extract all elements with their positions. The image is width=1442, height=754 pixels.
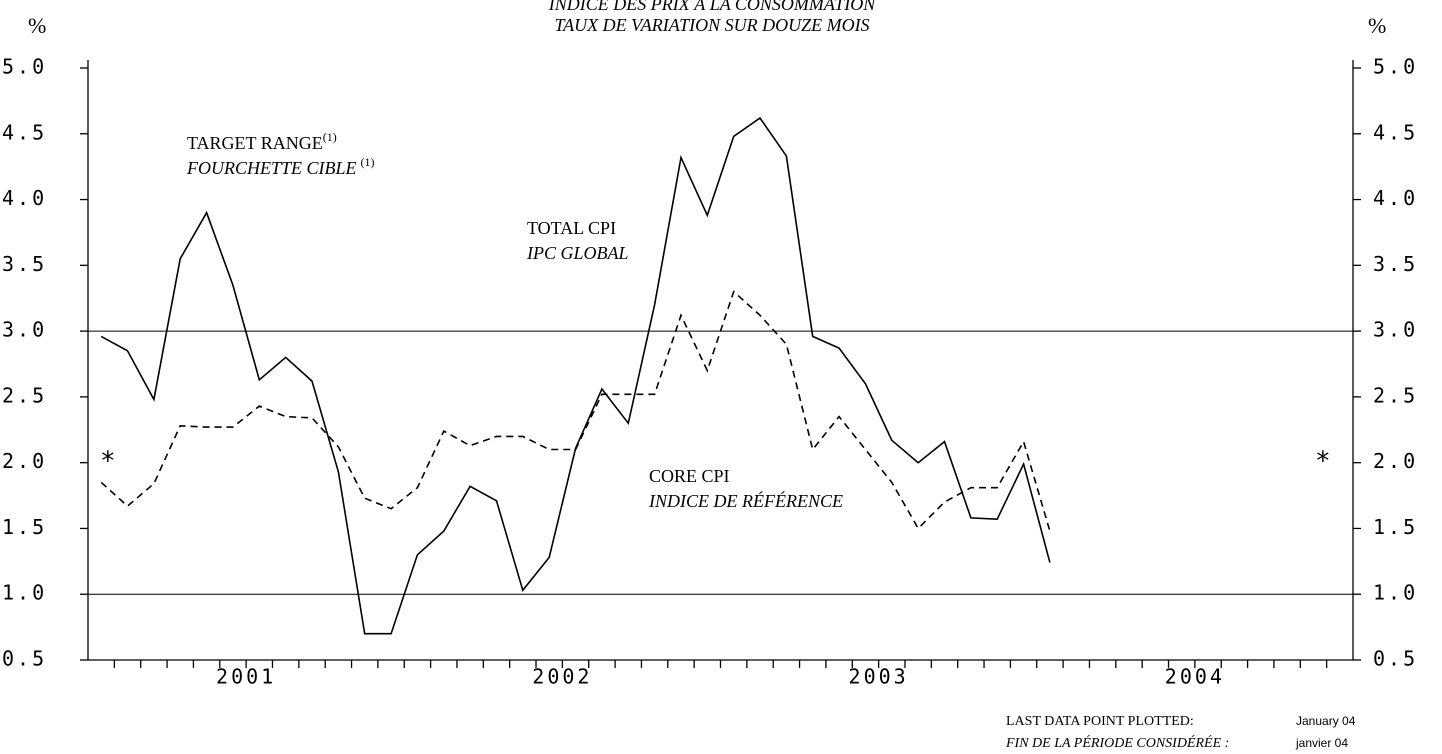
y2-tick-label: 2.5 [1373,383,1418,407]
annotation: FOURCHETTE CIBLE (1) [186,155,375,178]
chart-subtitle: TAUX DE VARIATION SUR DOUZE MOIS [554,15,869,35]
series-label: INDICE DE RÉFÉRENCE [648,490,843,511]
y2-tick-label: 3.5 [1373,252,1418,276]
y2-tick-label: 1.0 [1373,581,1418,605]
y2-tick-label: 4.0 [1373,186,1418,210]
y-tick-label: 1.0 [2,581,47,605]
annotation-text: FOURCHETTE CIBLE [186,158,357,178]
y2-tick-label: 3.0 [1373,318,1418,342]
series-line [100,290,1051,532]
y-axis-label: % [28,13,46,38]
annotation-note: (1) [361,155,375,169]
y-tick-label: 1.5 [2,515,47,539]
y2-tick-label: 1.5 [1373,515,1418,539]
y-tick-label: 4.5 [2,120,47,144]
footer-label: FIN DE LA PÉRIODE CONSIDÉRÉE : [1005,734,1229,751]
y2-tick-label: 5.0 [1373,55,1418,79]
series-line [100,116,1051,635]
series-label: TOTAL CPI [527,218,616,238]
footer-label: LAST DATA POINT PLOTTED: [1006,714,1194,729]
annotation-note: (1) [323,130,337,144]
x-tick-label: 2003 [849,665,909,689]
y-tick-label: 4.0 [2,186,47,210]
chart-title: INDICE DES PRIX À LA CONSOMMATION [548,0,876,14]
y2-axis-label: % [1368,13,1386,38]
x-tick-label: 2002 [532,665,592,689]
y-tick-label: 3.5 [2,252,47,276]
y-tick-label: 3.0 [2,318,47,342]
series-label: CORE CPI [649,466,730,486]
series-label: IPC GLOBAL [526,243,629,263]
annotation: TARGET RANGE(1) [187,130,337,153]
x-tick-label: 2001 [216,665,276,689]
y2-tick-label: 2.0 [1373,449,1418,473]
y-tick-label: 2.5 [2,383,47,407]
marker: * [1315,447,1334,477]
footer-value: January 04 [1296,714,1356,728]
y-tick-label: 2.0 [2,449,47,473]
y-tick-label: 5.0 [2,55,47,79]
annotation-text: TARGET RANGE [187,133,323,153]
y2-tick-label: 4.5 [1373,120,1418,144]
marker: * [100,447,119,477]
y-tick-label: 0.5 [2,647,47,671]
y2-tick-label: 0.5 [1373,647,1418,671]
x-tick-label: 2004 [1165,665,1225,689]
footer-value: janvier 04 [1295,736,1348,750]
